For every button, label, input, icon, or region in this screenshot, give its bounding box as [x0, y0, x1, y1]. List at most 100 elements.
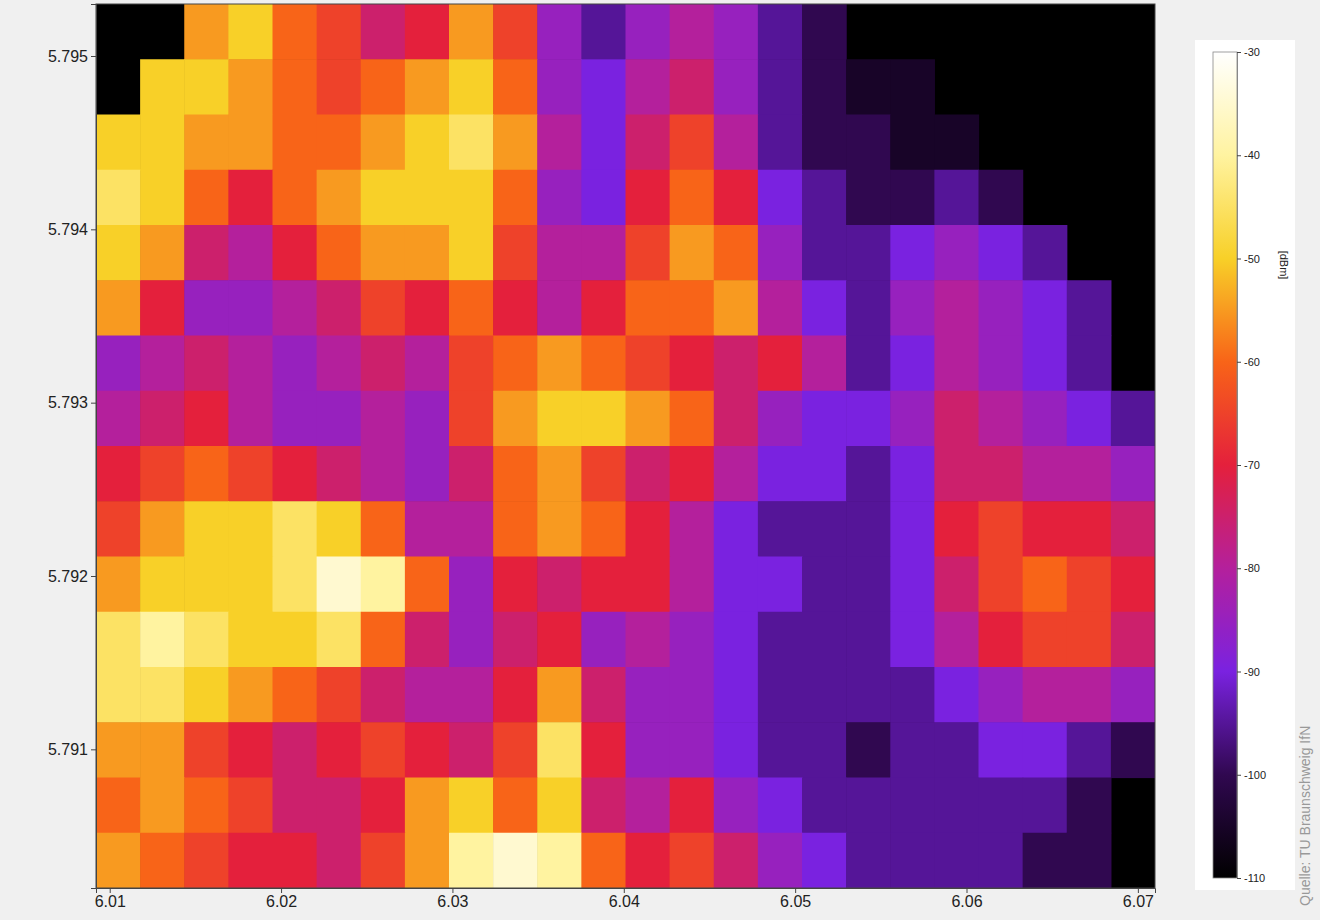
heatmap-cell — [537, 59, 582, 115]
heatmap-cell — [537, 391, 582, 447]
tick-label: -50 — [1244, 253, 1260, 265]
heatmap-cell — [979, 170, 1024, 226]
heatmap-cell — [890, 280, 935, 336]
tick-mark — [91, 749, 96, 750]
colorbar — [1213, 52, 1237, 878]
heatmap-cell — [846, 778, 891, 834]
heatmap-cell — [626, 557, 671, 613]
heatmap-cell — [934, 170, 979, 226]
heatmap-cell — [184, 115, 229, 171]
heatmap-cell — [317, 722, 362, 778]
heatmap-cell — [273, 280, 318, 336]
heatmap-cell — [1023, 336, 1068, 392]
heatmap-cell — [317, 59, 362, 115]
heatmap-cell — [979, 391, 1024, 447]
tick-label: 6.01 — [95, 893, 126, 910]
heatmap-cell — [228, 778, 273, 834]
heatmap-cell — [140, 833, 185, 888]
heatmap-cell — [361, 778, 406, 834]
heatmap-cell — [140, 170, 185, 226]
heatmap-cell — [449, 446, 494, 502]
tick-label: -30 — [1244, 46, 1260, 58]
heatmap-cell — [846, 336, 891, 392]
heatmap-cell — [317, 391, 362, 447]
tick-mark — [795, 888, 796, 893]
heatmap-cell — [493, 557, 538, 613]
tick-mark — [1138, 888, 1139, 893]
heatmap-cell — [890, 667, 935, 723]
heatmap-cell — [670, 170, 715, 226]
heatmap-cell — [184, 667, 229, 723]
heatmap-cell — [405, 280, 450, 336]
tick-label: -40 — [1244, 149, 1260, 161]
heatmap-cell — [934, 778, 979, 834]
heatmap-cell — [670, 4, 715, 60]
tick: 5.795 — [48, 48, 96, 65]
heatmap-cell — [405, 59, 450, 115]
heatmap-cell — [449, 391, 494, 447]
heatmap-cell — [273, 115, 318, 171]
heatmap-cell — [228, 557, 273, 613]
heatmap-cell — [361, 501, 406, 557]
heatmap-cell — [140, 59, 185, 115]
tick-mark — [1237, 568, 1241, 569]
heatmap-cell — [184, 722, 229, 778]
heatmap-cell — [1023, 225, 1068, 281]
heatmap-cell — [493, 501, 538, 557]
heatmap-cell — [317, 4, 362, 60]
tick: -30 — [1237, 46, 1260, 58]
heatmap-cell — [758, 778, 803, 834]
heatmap-cell — [184, 59, 229, 115]
heatmap-cell — [581, 557, 626, 613]
tick: -80 — [1237, 562, 1260, 574]
tick-label: 5.795 — [48, 48, 88, 65]
heatmap-cell — [581, 336, 626, 392]
heatmap-cell — [1067, 778, 1112, 834]
heatmap-cell — [802, 667, 847, 723]
heatmap-cell — [581, 722, 626, 778]
heatmap-cell — [405, 833, 450, 888]
heatmap-cell — [273, 722, 318, 778]
heatmap-cell — [317, 280, 362, 336]
heatmap-cell — [626, 446, 671, 502]
heatmap-cell — [670, 778, 715, 834]
heatmap-cell — [581, 833, 626, 888]
heatmap-cell — [934, 115, 979, 171]
tick-label: 5.793 — [48, 394, 88, 411]
heatmap-cell — [714, 225, 759, 281]
heatmap-cell — [846, 446, 891, 502]
heatmap-cell — [670, 225, 715, 281]
chart-svg: 6.016.026.036.046.056.066.075.7915.7925.… — [0, 0, 1320, 920]
heatmap-cell — [96, 391, 141, 447]
heatmap-cell — [317, 501, 362, 557]
heatmap-cell — [802, 59, 847, 115]
heatmap-cell — [846, 612, 891, 668]
heatmap-cell — [934, 501, 979, 557]
heatmap-cell — [184, 557, 229, 613]
tick: 6.03 — [437, 888, 468, 910]
heatmap-cell — [184, 778, 229, 834]
heatmap-cell — [537, 612, 582, 668]
heatmap-cell — [537, 4, 582, 60]
heatmap-cell — [934, 446, 979, 502]
heatmap-cell — [626, 336, 671, 392]
heatmap-cell — [361, 280, 406, 336]
heatmap-cell — [449, 170, 494, 226]
heatmap-cell — [979, 446, 1024, 502]
heatmap-cell — [846, 667, 891, 723]
heatmap-cell — [228, 170, 273, 226]
heatmap-cell — [273, 501, 318, 557]
tick-mark — [1237, 465, 1241, 466]
heatmap-cell — [184, 612, 229, 668]
heatmap-cell — [273, 336, 318, 392]
heatmap-cell — [96, 170, 141, 226]
heatmap-cell — [802, 557, 847, 613]
heatmap-cell — [449, 4, 494, 60]
heatmap-cell — [1023, 833, 1068, 888]
heatmap-cell — [714, 833, 759, 888]
heatmap-cell — [934, 391, 979, 447]
heatmap-cell — [493, 4, 538, 60]
heatmap-cell — [361, 446, 406, 502]
heatmap-cell — [537, 778, 582, 834]
heatmap-cell — [537, 722, 582, 778]
